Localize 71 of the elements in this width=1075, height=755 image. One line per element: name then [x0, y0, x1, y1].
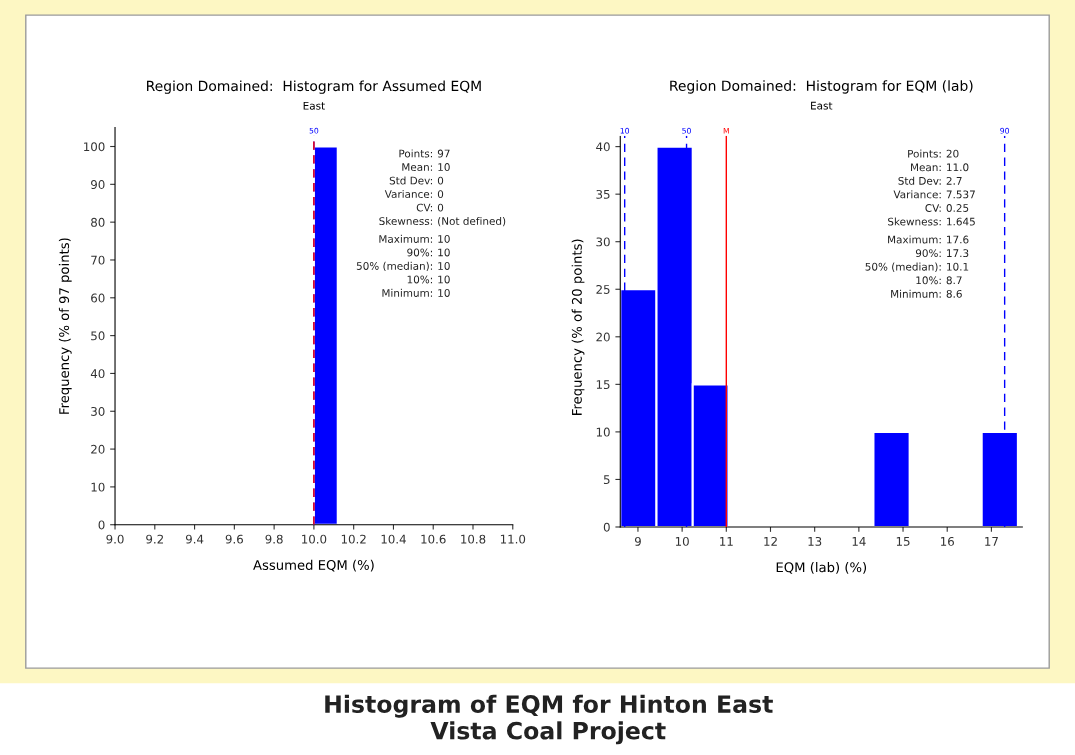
y-tick-label: 50: [91, 331, 105, 341]
y-axis-title: Frequency (% of 20 points): [571, 239, 585, 415]
y-tick-label: 30: [596, 237, 610, 247]
annotation: Points: 97: [399, 149, 450, 158]
x-tick-label: 10: [675, 536, 689, 546]
y-tick-label: 10: [596, 427, 610, 437]
x-tick-label: 17: [985, 537, 998, 546]
annotation: Minimum: 8.6: [891, 289, 962, 298]
annotation: Variance: 7.537: [893, 190, 975, 199]
y-tick-label: 0: [98, 520, 105, 530]
annotation: Std Dev: 0: [389, 176, 444, 185]
annotation: Skewness: 1.645: [888, 217, 975, 226]
x-tick-label: 14: [852, 537, 866, 546]
annotation: Variance: 0: [384, 189, 444, 199]
x-tick-label: 9.2: [146, 534, 164, 544]
x-tick-label: 12: [764, 536, 777, 546]
annotation: Mean: 10: [402, 163, 450, 171]
x-tick-label: 11: [720, 537, 733, 546]
annotation: 10%: 8.7: [916, 276, 962, 285]
y-tick-label: 10: [91, 482, 105, 492]
annotation: Mean: 11.0: [911, 163, 969, 172]
y-tick-label: 25: [596, 284, 610, 294]
annotation: 50% (median): 10: [356, 261, 450, 272]
text: Histogram of EQM for Hinton East Vista Coal Project: [325, 694, 773, 745]
x-tick-label: 16: [941, 536, 954, 546]
x-tick-label: 9: [634, 536, 641, 546]
annotation: Points: 20: [908, 149, 959, 158]
x-tick-label: 9.6: [225, 534, 243, 544]
x-tick-label: 13: [808, 536, 822, 546]
x-tick-label: 9.4: [185, 534, 204, 544]
y-tick-label: 80: [91, 217, 105, 227]
chart-subtitle: East: [303, 101, 325, 110]
x-tick-label: 10.6: [421, 534, 446, 544]
y-tick-label: 40: [596, 142, 610, 152]
annotation: Skewness: (Not defined): [379, 216, 506, 227]
x-tick-label: 10.0: [302, 534, 327, 544]
y-tick-label: 35: [596, 189, 610, 199]
annotation: Minimum: 10: [382, 288, 450, 297]
chart-title: Region Domained: Histogram for Assumed EQM: [147, 80, 481, 94]
x-axis-title: Assumed EQM (%): [253, 559, 374, 572]
y-tick-label: 40: [90, 369, 105, 379]
x-tick-label: 9.0: [106, 534, 124, 544]
y-tick-label: 15: [596, 380, 610, 389]
annotation: 90%: 17.3: [915, 249, 969, 258]
annotation: 10%: 10: [407, 275, 450, 284]
annotation: CV: 0.25: [925, 204, 969, 212]
annotation: 50% (median): 10.1: [865, 262, 969, 272]
y-tick-label: 70: [91, 255, 105, 265]
annotation: Maximum: 10: [379, 234, 450, 243]
x-tick-label: 15: [896, 537, 910, 546]
y-tick-label: 60: [91, 293, 105, 303]
y-tick-label: 20: [91, 444, 105, 454]
annotation: Maximum: 17.6: [888, 235, 969, 244]
annotation: CV: 0: [416, 203, 444, 212]
y-tick-label: 100: [84, 142, 105, 152]
x-axis-title: EQM (lab) (%): [776, 562, 867, 574]
x-tick-label: 9.8: [265, 534, 283, 544]
chart-subtitle: East: [811, 101, 833, 110]
chart-title: Region Domained: Histogram for EQM (lab): [670, 80, 973, 94]
y-tick-label: 20: [596, 332, 610, 342]
y-tick-label: 0: [603, 522, 610, 532]
y-axis-title: Frequency (% of 97 points): [58, 238, 72, 414]
y-tick-label: 5: [603, 475, 610, 485]
annotation: 90%: 10: [407, 248, 450, 257]
x-tick-label: 10.8: [461, 534, 486, 544]
x-tick-label: 10.2: [341, 534, 366, 544]
annotation: Std Dev: 2.7: [898, 176, 962, 185]
y-tick-label: 90: [91, 180, 105, 189]
y-tick-label: 30: [91, 406, 105, 416]
x-tick-label: 10.4: [381, 534, 406, 544]
x-tick-label: 11.0: [500, 534, 526, 544]
